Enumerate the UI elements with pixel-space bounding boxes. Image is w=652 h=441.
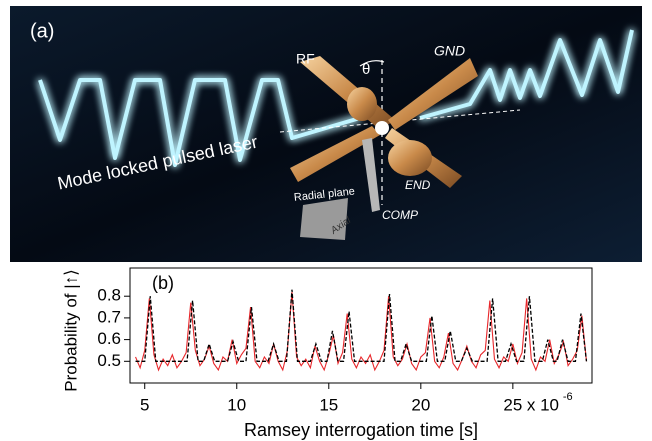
comp-label: COMP bbox=[382, 208, 418, 222]
x-tick-label: 10 bbox=[227, 395, 246, 414]
y-tick-label: 0.7 bbox=[97, 307, 121, 326]
plot-frame bbox=[130, 268, 592, 383]
gnd-label: GND bbox=[434, 43, 465, 59]
panel-b: 0.5 0.6 0.7 0.8 5 10 15 20 25 x 10 -6 (b) Ramsey int… bbox=[61, 268, 592, 440]
y-axis-label: Probability of |↑⟩ bbox=[61, 269, 80, 392]
y-tick-label: 0.5 bbox=[97, 351, 121, 370]
data-line bbox=[136, 290, 587, 362]
y-tick-label: 0.8 bbox=[97, 286, 121, 305]
panel-label: (a) bbox=[30, 20, 54, 42]
x-multiplier-exponent: -6 bbox=[563, 391, 573, 403]
x-axis-label: Ramsey interrogation time [s] bbox=[244, 420, 478, 440]
y-tick-label: 0.6 bbox=[97, 329, 121, 348]
panel-label: (b) bbox=[152, 273, 174, 293]
end-label: END bbox=[405, 178, 431, 192]
x-tick-label: 15 bbox=[319, 395, 338, 414]
figure: (a) Mode locked pulsed laser RF θ GND EN… bbox=[0, 0, 652, 441]
data-line bbox=[136, 292, 587, 370]
x-tick-label: 5 bbox=[140, 395, 149, 414]
rf-label: RF bbox=[296, 51, 315, 67]
x-tick-label: 20 bbox=[411, 395, 430, 414]
panel-a: (a) Mode locked pulsed laser RF θ GND EN… bbox=[10, 6, 642, 262]
x-multiplier: x 10 bbox=[527, 395, 559, 414]
x-tick-label: 25 bbox=[503, 395, 522, 414]
theta-label: θ bbox=[362, 61, 370, 78]
